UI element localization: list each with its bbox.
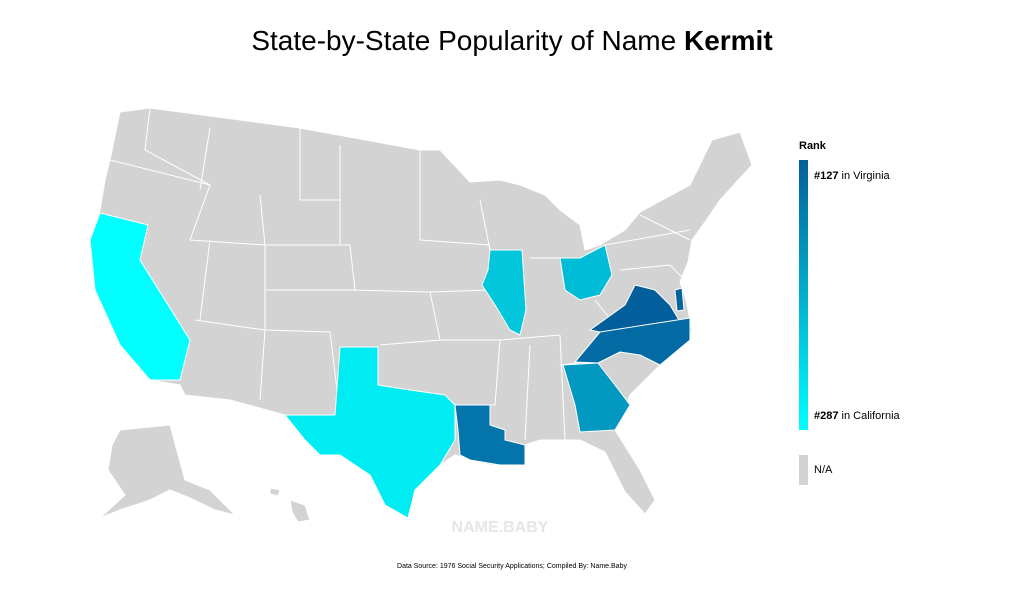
legend-na: N/A <box>814 464 833 476</box>
state <box>674 287 685 312</box>
state <box>89 212 191 381</box>
title-name: Kermit <box>684 25 773 56</box>
source: Data Source: 1976 Social Security Applic… <box>397 563 627 570</box>
legend-top-rank: #127 <box>814 170 838 182</box>
legend-bottom: #287 in California <box>814 410 901 422</box>
state <box>562 362 631 433</box>
state <box>559 244 613 301</box>
legend-bottom-rank: #287 <box>814 410 838 422</box>
state <box>454 404 526 466</box>
colored-states <box>89 212 691 519</box>
alaska <box>99 424 236 519</box>
legend-bottom-place: in California <box>842 410 901 422</box>
state <box>284 346 456 519</box>
legend-gradient <box>799 160 808 430</box>
watermark: NAME.BABY <box>452 519 549 536</box>
legend-top: #127 in Virginia <box>814 170 891 182</box>
title-text: State-by-State Popularity of Name <box>251 25 676 56</box>
state <box>574 317 691 366</box>
legend-na-swatch <box>799 455 808 485</box>
legend-title: Rank <box>799 140 827 152</box>
title: State-by-State Popularity of Name Kermit <box>251 25 772 56</box>
hawaii <box>269 487 311 523</box>
legend-top-place: in Virginia <box>842 170 891 182</box>
state <box>481 249 527 336</box>
